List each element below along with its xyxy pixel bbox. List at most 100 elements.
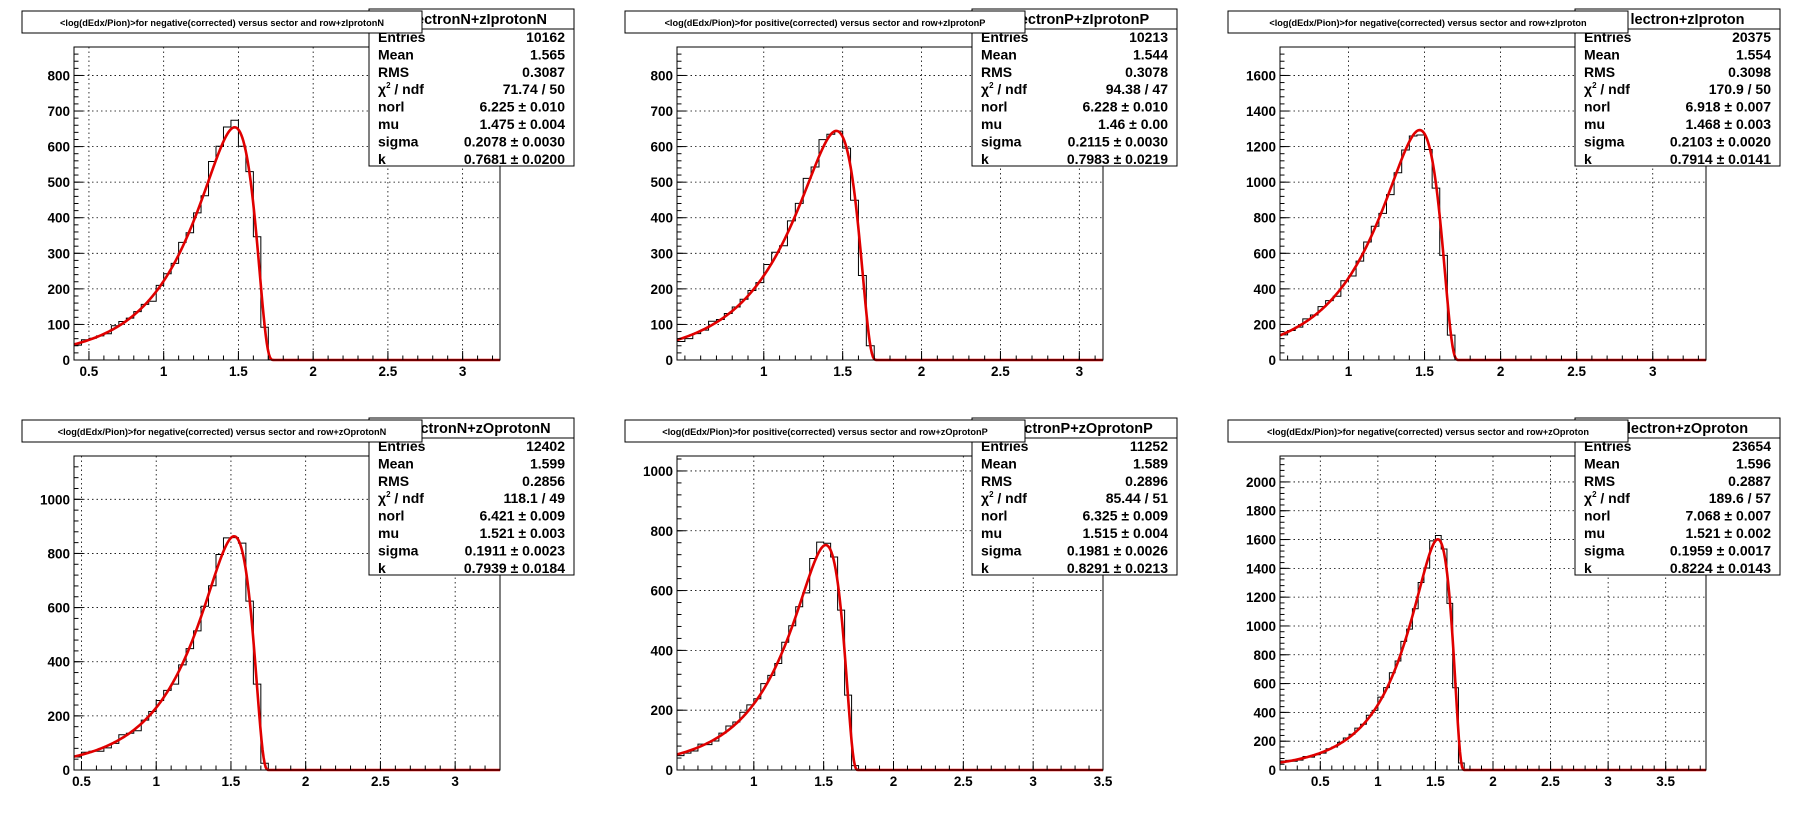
y-tick-label: 1000	[40, 492, 70, 507]
y-tick-label: 800	[47, 68, 70, 83]
stat-value: 118.1 / 49	[503, 490, 565, 506]
stat-label: norl	[378, 508, 404, 524]
stat-superscript: 2	[1592, 81, 1597, 90]
x-tick-label: 2.5	[991, 364, 1010, 379]
stat-label: sigma	[981, 542, 1022, 558]
stat-value: 0.7914 ± 0.0141	[1670, 151, 1771, 167]
stat-value: 0.8224 ± 0.0143	[1670, 560, 1771, 576]
stat-value: 6.421 ± 0.009	[479, 508, 565, 524]
x-tick-label: 0.5	[72, 774, 91, 789]
y-tick-label: 100	[47, 317, 70, 332]
stat-value: 0.8291 ± 0.0213	[1067, 560, 1168, 576]
x-tick-label: 2	[1489, 774, 1497, 789]
stat-value: 0.7681 ± 0.0200	[464, 151, 565, 167]
stat-label-rest: / ndf	[391, 490, 425, 506]
stat-value: 11252	[1130, 438, 1168, 454]
stat-value: 6.918 ± 0.007	[1685, 99, 1771, 115]
y-tick-label: 800	[47, 546, 70, 561]
stat-label: norl	[981, 99, 1007, 115]
stats-box	[1574, 8, 1781, 167]
stat-label-rest: / ndf	[391, 81, 425, 97]
stats-header: ectronN+zOprotonN	[412, 421, 550, 437]
stat-value: 0.2115 ± 0.0030	[1068, 133, 1169, 149]
stats-box	[971, 8, 1178, 167]
stat-value: 10213	[1129, 29, 1168, 45]
stat-value: 0.3087	[522, 64, 565, 80]
stats-header: ectronP+zIprotonP	[1020, 12, 1150, 28]
y-tick-label: 200	[1253, 317, 1276, 332]
title-box	[21, 419, 423, 443]
stat-label: sigma	[378, 542, 419, 558]
stat-label-rest: / ndf	[994, 490, 1028, 506]
chart-title: <log(dEdx/Pion)>for positive(corrected) …	[665, 18, 986, 28]
stat-label: sigma	[1584, 542, 1625, 558]
stat-value: 71.74 / 50	[503, 81, 565, 97]
x-tick-label: 2	[890, 774, 898, 789]
x-tick-label: 0.5	[80, 364, 99, 379]
stat-label: mu	[378, 116, 399, 132]
y-tick-label: 600	[47, 601, 70, 616]
stat-label: mu	[981, 525, 1002, 541]
stat-label: norl	[1584, 99, 1610, 115]
stat-value: 1.599	[530, 455, 565, 471]
stat-value: 1.475 ± 0.004	[479, 116, 565, 132]
stat-value: 1.515 ± 0.004	[1082, 525, 1168, 541]
stat-value: 0.7939 ± 0.0184	[464, 560, 565, 576]
y-tick-label: 2000	[1246, 475, 1276, 490]
plot-frame	[676, 455, 1104, 771]
y-tick-label: 1800	[1246, 504, 1276, 519]
stat-superscript: 2	[386, 490, 391, 499]
x-tick-label: 2.5	[371, 774, 390, 789]
stat-label: mu	[1584, 525, 1605, 541]
stats-header: ectronN+zIprotonN	[416, 12, 547, 28]
stat-value: 10162	[526, 29, 565, 45]
x-tick-label: 1.5	[814, 774, 833, 789]
y-tick-label: 200	[1253, 734, 1276, 749]
stats-box	[368, 8, 575, 167]
y-tick-label: 0	[1268, 763, 1276, 778]
histogram-bins	[1279, 134, 1706, 361]
y-tick-label: 0	[665, 763, 673, 778]
stat-label: k	[1584, 151, 1592, 167]
stat-value: 1.565	[530, 46, 565, 62]
x-tick-label: 3	[459, 364, 467, 379]
y-tick-label: 1200	[1246, 590, 1276, 605]
stat-label: k	[378, 151, 386, 167]
stat-superscript: 2	[386, 81, 391, 90]
x-tick-label: 3	[1076, 364, 1084, 379]
stat-value: 0.1981 ± 0.0026	[1067, 542, 1168, 558]
stat-label: Mean	[1584, 455, 1620, 471]
stat-label: sigma	[378, 133, 419, 149]
plot-frame	[73, 455, 501, 771]
y-tick-label: 700	[47, 104, 70, 119]
stat-label: mu	[1584, 116, 1605, 132]
stat-value: 0.1911 ± 0.0023	[465, 542, 566, 558]
y-tick-label: 400	[650, 211, 673, 226]
y-tick-label: 600	[650, 584, 673, 599]
x-tick-label: 1	[750, 774, 758, 789]
stat-superscript: 2	[1592, 490, 1597, 499]
stat-label: norl	[378, 99, 404, 115]
stat-value: 1.521 ± 0.003	[479, 525, 565, 541]
stat-label: χ2 / ndf	[981, 81, 1027, 97]
y-tick-label: 1000	[643, 464, 673, 479]
y-tick-label: 300	[47, 246, 70, 261]
x-tick-label: 0.5	[1311, 774, 1330, 789]
stat-value: 1.468 ± 0.003	[1685, 116, 1771, 132]
stat-label: χ2 / ndf	[1584, 490, 1630, 506]
stat-label: χ2 / ndf	[1584, 81, 1630, 97]
stat-value: 0.2103 ± 0.0020	[1670, 133, 1771, 149]
y-tick-label: 400	[1253, 282, 1276, 297]
stat-value: 6.228 ± 0.010	[1082, 99, 1168, 115]
stat-value: 1.596	[1736, 455, 1771, 471]
stat-label: k	[981, 151, 989, 167]
y-tick-label: 1400	[1246, 104, 1276, 119]
title-box	[624, 419, 1026, 443]
y-tick-label: 700	[650, 104, 673, 119]
x-tick-label: 1	[1345, 364, 1353, 379]
stat-label: norl	[1584, 508, 1610, 524]
x-tick-label: 2	[1497, 364, 1505, 379]
x-tick-label: 1.5	[1415, 364, 1434, 379]
stat-value: 189.6 / 57	[1709, 490, 1771, 506]
